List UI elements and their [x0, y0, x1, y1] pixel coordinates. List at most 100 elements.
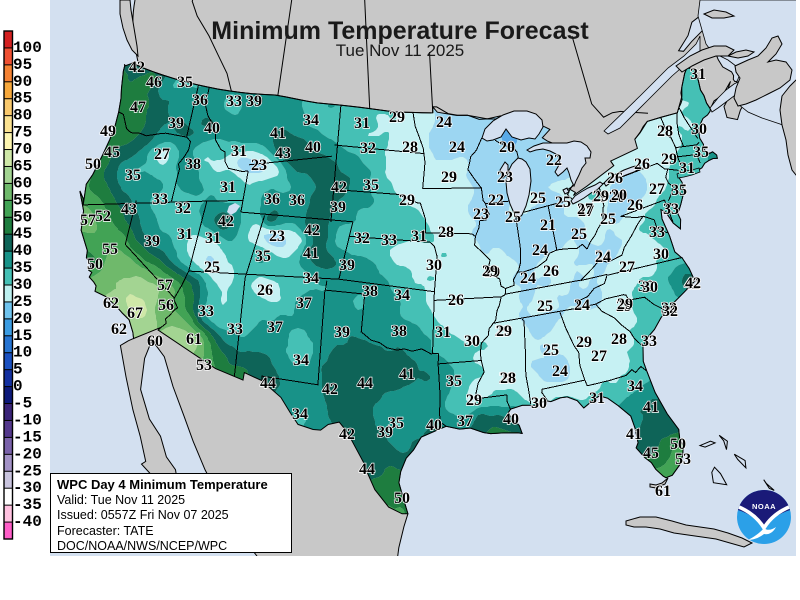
svg-text:39: 39: [144, 233, 160, 250]
svg-text:29: 29: [616, 298, 632, 315]
svg-text:36: 36: [264, 191, 280, 208]
svg-text:85: 85: [13, 90, 32, 108]
svg-text:49: 49: [100, 123, 116, 140]
svg-text:39: 39: [334, 324, 350, 341]
svg-text:44: 44: [357, 375, 373, 392]
svg-text:45: 45: [643, 445, 659, 462]
svg-text:56: 56: [158, 297, 174, 314]
svg-text:28: 28: [500, 370, 516, 387]
svg-text:34: 34: [293, 352, 309, 369]
svg-text:29: 29: [441, 169, 457, 186]
svg-text:-15: -15: [13, 428, 42, 446]
svg-text:55: 55: [13, 191, 32, 209]
svg-text:61: 61: [186, 331, 202, 348]
svg-text:42: 42: [322, 381, 338, 398]
svg-text:37: 37: [457, 413, 473, 430]
svg-text:0: 0: [13, 378, 23, 396]
svg-text:23: 23: [269, 228, 285, 245]
svg-text:20: 20: [499, 139, 515, 156]
svg-text:23: 23: [473, 206, 489, 223]
svg-text:39: 39: [339, 257, 355, 274]
svg-text:25: 25: [555, 194, 571, 211]
svg-text:52: 52: [95, 208, 111, 225]
svg-text:39: 39: [168, 115, 184, 132]
svg-text:46: 46: [146, 74, 162, 91]
svg-text:15: 15: [13, 327, 32, 345]
svg-text:23: 23: [251, 157, 267, 174]
svg-text:29: 29: [482, 263, 498, 280]
svg-text:29: 29: [495, 323, 511, 340]
svg-text:24: 24: [436, 114, 452, 131]
svg-text:24: 24: [595, 248, 611, 265]
svg-text:27: 27: [577, 201, 593, 218]
svg-text:34: 34: [292, 406, 308, 423]
svg-text:75: 75: [13, 124, 32, 142]
svg-text:29: 29: [592, 189, 608, 206]
svg-text:26: 26: [448, 292, 464, 309]
svg-text:37: 37: [296, 295, 312, 312]
svg-text:43: 43: [275, 145, 291, 162]
svg-text:30: 30: [13, 276, 32, 294]
svg-text:-20: -20: [13, 445, 42, 463]
svg-text:62: 62: [111, 321, 127, 338]
svg-text:40: 40: [13, 242, 32, 260]
svg-text:40: 40: [204, 120, 220, 137]
svg-text:32: 32: [661, 300, 677, 317]
svg-text:22: 22: [488, 192, 504, 209]
svg-text:25: 25: [204, 259, 220, 276]
svg-text:-5: -5: [13, 395, 32, 413]
svg-text:65: 65: [13, 158, 32, 176]
svg-text:61: 61: [655, 483, 671, 500]
svg-text:34: 34: [303, 270, 319, 287]
svg-text:32: 32: [354, 230, 370, 247]
svg-text:29: 29: [399, 192, 415, 209]
svg-text:25: 25: [530, 190, 546, 207]
svg-text:26: 26: [543, 263, 559, 280]
svg-text:33: 33: [641, 333, 657, 350]
svg-text:28: 28: [611, 331, 627, 348]
svg-text:25: 25: [571, 226, 587, 243]
svg-text:22: 22: [546, 152, 562, 169]
svg-text:31: 31: [177, 226, 193, 243]
svg-text:26: 26: [257, 282, 273, 299]
svg-text:39: 39: [330, 199, 346, 216]
svg-text:50: 50: [13, 208, 32, 226]
svg-text:24: 24: [532, 242, 548, 259]
svg-text:33: 33: [198, 303, 214, 320]
svg-text:41: 41: [643, 399, 659, 416]
svg-text:10: 10: [13, 344, 32, 362]
svg-text:20: 20: [609, 189, 625, 206]
svg-text:21: 21: [540, 217, 556, 234]
svg-text:44: 44: [260, 375, 276, 392]
svg-text:62: 62: [103, 295, 119, 312]
svg-text:35: 35: [177, 74, 193, 91]
svg-text:80: 80: [13, 107, 32, 125]
svg-text:-10: -10: [13, 412, 42, 430]
svg-text:70: 70: [13, 141, 32, 159]
svg-text:29: 29: [389, 109, 405, 126]
svg-text:32: 32: [360, 140, 376, 157]
svg-text:-25: -25: [13, 462, 42, 480]
svg-text:95: 95: [13, 56, 32, 74]
svg-text:45: 45: [13, 225, 32, 243]
svg-text:29: 29: [617, 296, 633, 313]
svg-text:29: 29: [661, 151, 677, 168]
svg-text:28: 28: [657, 123, 673, 140]
svg-text:55: 55: [102, 241, 118, 258]
svg-text:29: 29: [484, 264, 500, 281]
svg-text:53: 53: [675, 451, 691, 468]
svg-text:5: 5: [13, 361, 23, 379]
svg-text:25: 25: [543, 342, 559, 359]
svg-text:29: 29: [593, 188, 609, 205]
svg-text:60: 60: [13, 174, 32, 192]
svg-text:47: 47: [130, 99, 146, 116]
svg-text:25: 25: [600, 211, 616, 228]
svg-text:35: 35: [363, 177, 379, 194]
svg-text:37: 37: [267, 319, 283, 336]
svg-text:24: 24: [595, 249, 611, 266]
svg-text:35: 35: [693, 144, 709, 161]
svg-text:67: 67: [127, 305, 143, 322]
svg-text:90: 90: [13, 73, 32, 91]
svg-text:34: 34: [303, 112, 319, 129]
svg-text:41: 41: [303, 245, 319, 262]
